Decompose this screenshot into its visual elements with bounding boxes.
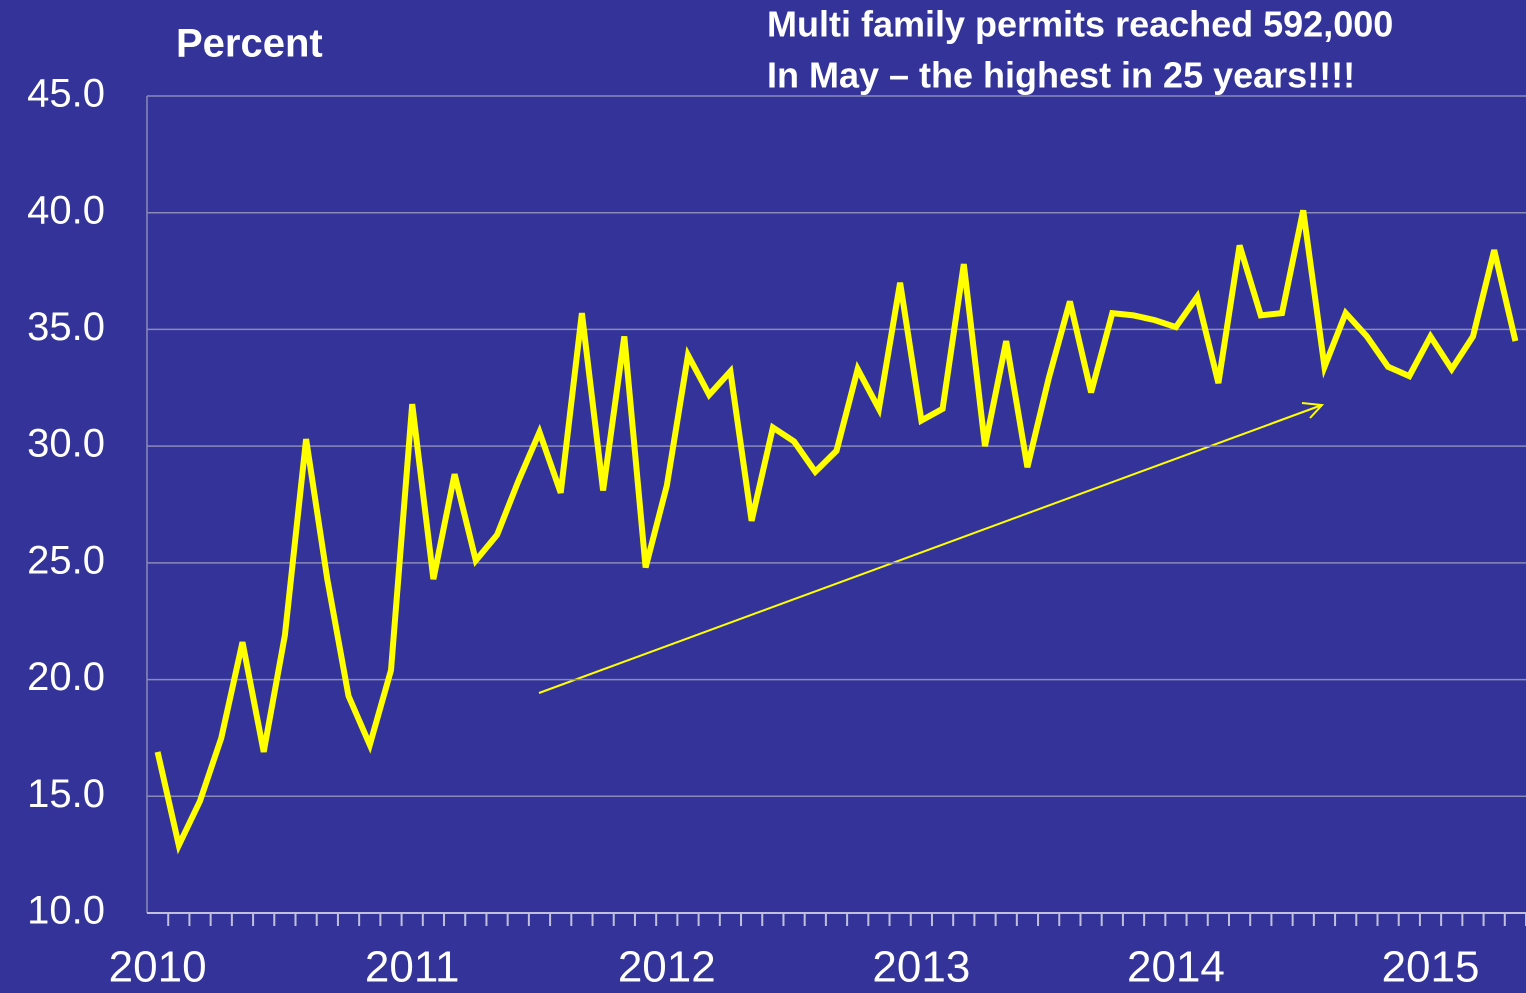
y-tick-label: 15.0 <box>27 772 105 816</box>
annotation: In May – the highest in 25 years!!!! <box>767 55 1355 96</box>
y-tick-label: 10.0 <box>27 889 105 933</box>
y-tick-label: 45.0 <box>27 72 105 116</box>
x-tick-label: 2015 <box>1382 943 1480 992</box>
x-tick-label: 2011 <box>365 943 460 992</box>
x-tick-label: 2014 <box>1127 943 1225 992</box>
y-tick-label: 25.0 <box>27 538 105 582</box>
x-tick-label: 2012 <box>618 943 716 992</box>
trend-arrow <box>538 402 1325 694</box>
data-line <box>154 209 1519 855</box>
x-tick-label: 2010 <box>109 943 207 992</box>
y-tick-label: 35.0 <box>27 305 105 349</box>
annotation: Multi family permits reached 592,000 <box>767 4 1393 45</box>
x-tick-label: 2013 <box>872 943 970 992</box>
y-tick-label: 40.0 <box>27 188 105 232</box>
y-tick-label: 20.0 <box>27 655 105 699</box>
y-axis-label: Percent <box>176 22 323 66</box>
y-tick-label: 30.0 <box>27 422 105 466</box>
